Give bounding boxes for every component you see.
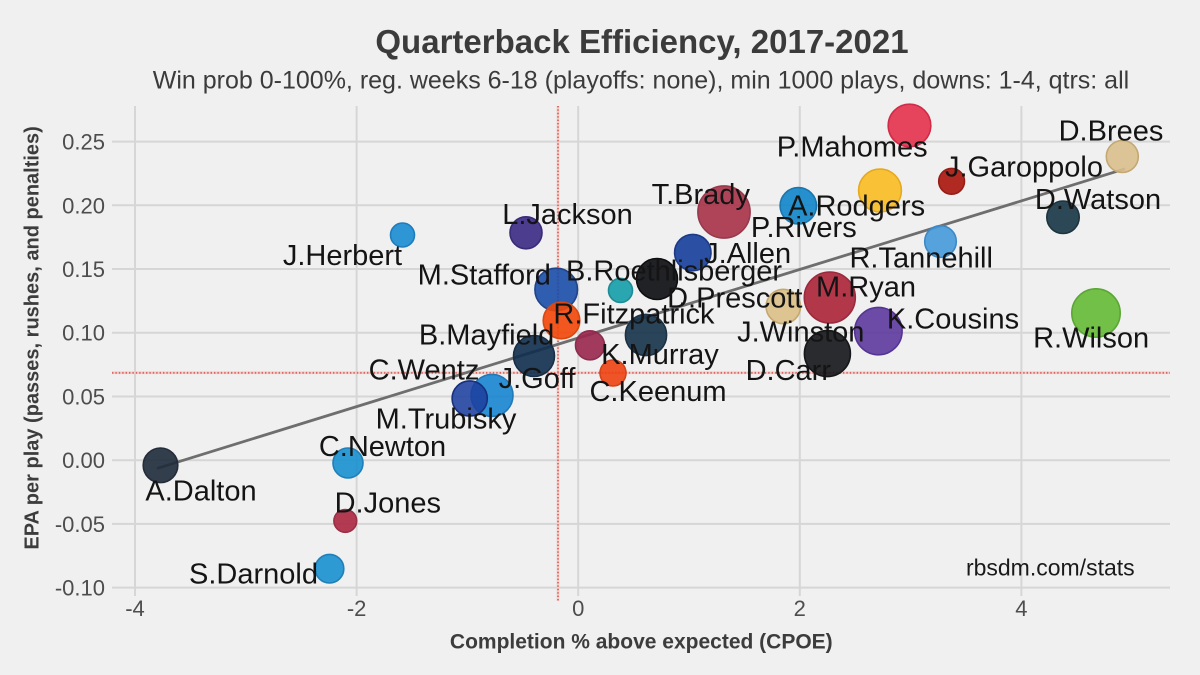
svg-text:0.10: 0.10 (62, 321, 105, 346)
svg-text:D.Carr: D.Carr (746, 355, 832, 387)
svg-text:D.Watson: D.Watson (1035, 184, 1161, 216)
svg-text:Quarterback Efficiency, 2017-2: Quarterback Efficiency, 2017-2021 (375, 23, 908, 60)
svg-text:M.Stafford: M.Stafford (418, 260, 551, 292)
svg-text:0.25: 0.25 (62, 130, 105, 155)
svg-text:R.Tannehill: R.Tannehill (849, 243, 992, 275)
svg-text:L.Jackson: L.Jackson (502, 199, 633, 231)
svg-text:A.Rodgers: A.Rodgers (788, 191, 925, 223)
svg-text:J.Herbert: J.Herbert (283, 240, 402, 272)
svg-text:0: 0 (572, 596, 584, 621)
svg-text:T.Brady: T.Brady (652, 179, 751, 211)
svg-text:0.05: 0.05 (62, 385, 105, 410)
svg-text:Win prob 0-100%, reg. weeks 6-: Win prob 0-100%, reg. weeks 6-18 (playof… (153, 66, 1129, 94)
svg-text:B.Roethlisberger: B.Roethlisberger (566, 256, 782, 288)
svg-text:J.Allen: J.Allen (704, 238, 791, 270)
svg-text:D.Brees: D.Brees (1059, 116, 1164, 148)
svg-text:-0.05: -0.05 (55, 512, 105, 537)
svg-text:0.00: 0.00 (62, 448, 105, 473)
svg-text:S.Darnold: S.Darnold (189, 559, 318, 591)
svg-text:C.Keenum: C.Keenum (589, 376, 726, 408)
svg-text:B.Mayfield: B.Mayfield (419, 320, 554, 352)
svg-text:Completion % above expected (C: Completion % above expected (CPOE) (450, 630, 833, 653)
svg-text:-4: -4 (125, 596, 145, 621)
svg-text:C.Newton: C.Newton (319, 431, 446, 463)
svg-text:P.Rivers: P.Rivers (751, 212, 857, 244)
svg-text:D.Jones: D.Jones (335, 488, 441, 520)
svg-text:M.Trubisky: M.Trubisky (376, 404, 517, 436)
svg-text:EPA per play (passes, rushes,: EPA per play (passes, rushes, and penalt… (22, 126, 44, 550)
svg-text:C.Wentz: C.Wentz (369, 355, 480, 387)
svg-text:K.Cousins: K.Cousins (887, 304, 1019, 336)
svg-text:D.Prescott: D.Prescott (667, 283, 802, 315)
svg-text:0.15: 0.15 (62, 257, 105, 282)
svg-text:M.Ryan: M.Ryan (816, 272, 916, 304)
svg-text:J.Winston: J.Winston (737, 317, 864, 349)
svg-text:-2: -2 (347, 596, 367, 621)
svg-text:2: 2 (794, 596, 806, 621)
svg-text:R.Wilson: R.Wilson (1033, 323, 1149, 355)
svg-text:J.Garoppolo: J.Garoppolo (945, 152, 1103, 184)
svg-text:-0.10: -0.10 (55, 576, 105, 601)
svg-text:rbsdm.com/stats: rbsdm.com/stats (966, 555, 1135, 581)
svg-text:4: 4 (1015, 596, 1027, 621)
svg-text:A.Dalton: A.Dalton (145, 476, 256, 508)
svg-text:R.Fitzpatrick: R.Fitzpatrick (553, 299, 715, 331)
svg-text:J.Goff: J.Goff (499, 363, 577, 395)
svg-text:K.Murray: K.Murray (601, 339, 719, 371)
svg-text:0.20: 0.20 (62, 193, 105, 218)
svg-text:P.Mahomes: P.Mahomes (777, 131, 928, 163)
